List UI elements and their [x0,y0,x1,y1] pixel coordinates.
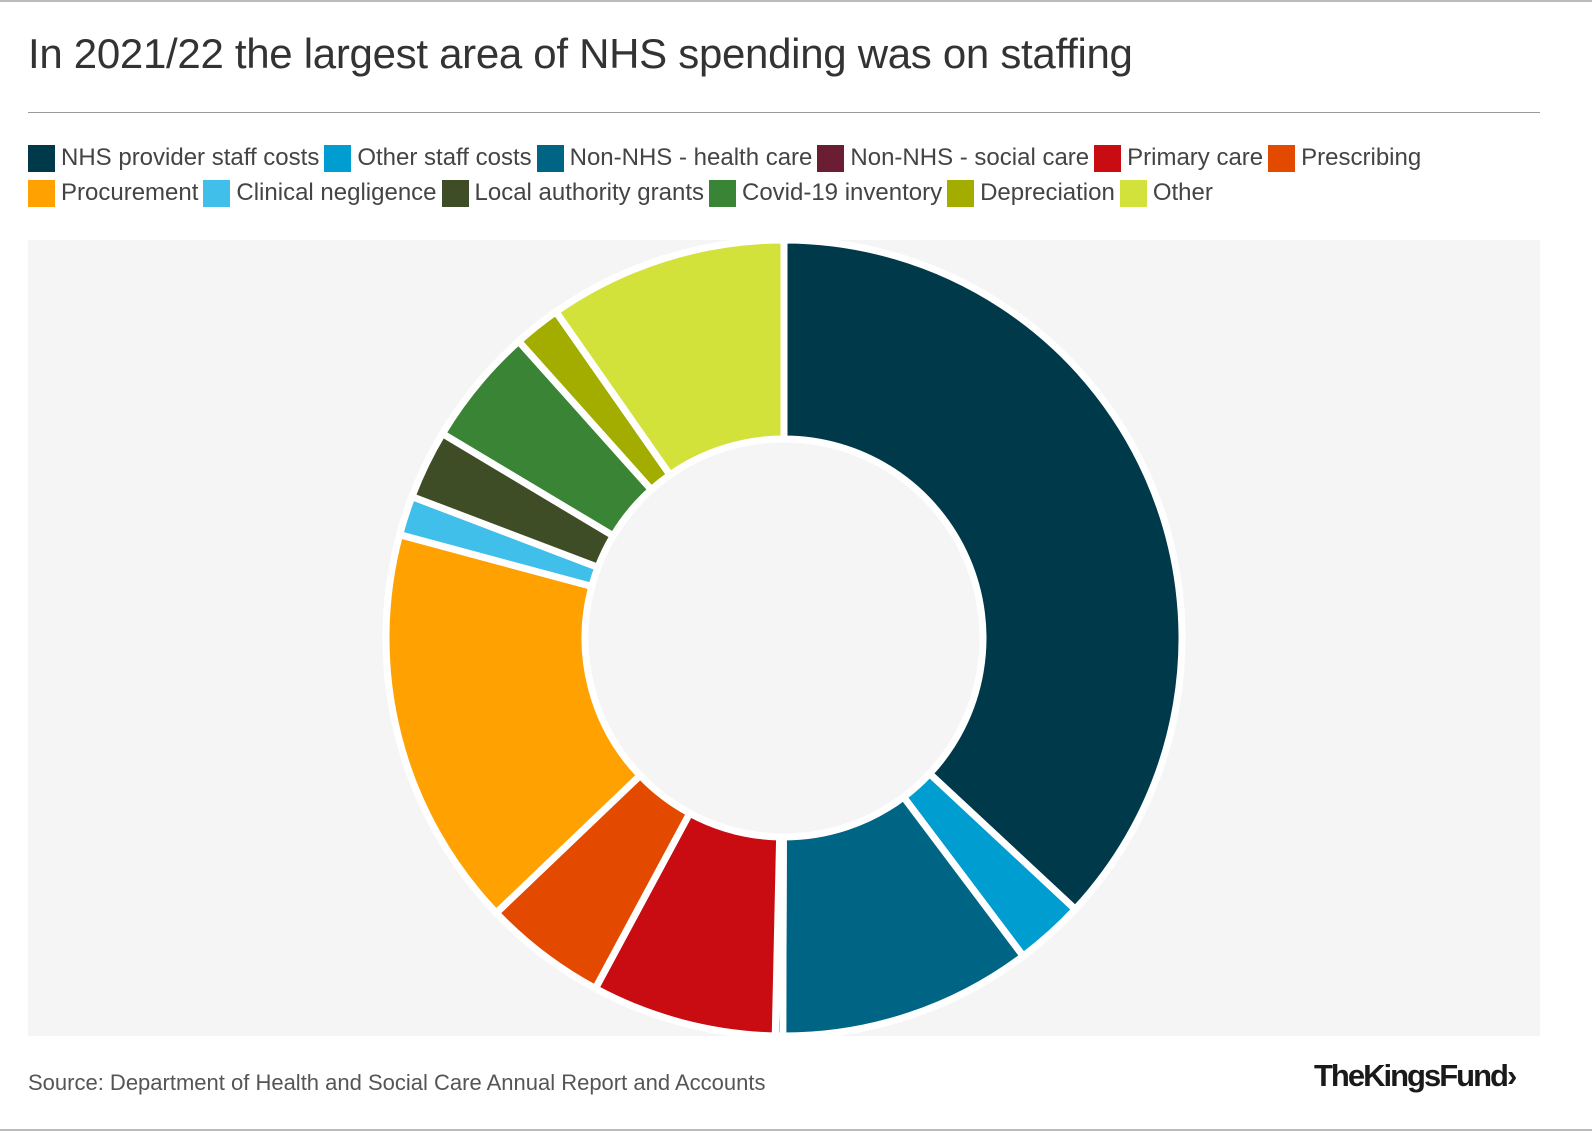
legend-label: Primary care [1127,144,1264,171]
legend-swatch [947,179,975,207]
legend-label: Non-NHS - health care [569,144,813,171]
legend-label: Other [1152,179,1213,206]
legend-swatch [1119,179,1147,207]
legend-item[interactable]: Procurement [28,179,198,207]
legend-item[interactable]: Non-NHS - health care [536,144,813,172]
legend-item[interactable]: Clinical negligence [203,179,437,207]
legend-swatch [708,179,736,207]
legend-swatch [817,144,845,172]
legend-swatch [536,144,564,172]
legend-label: Local authority grants [474,179,704,206]
legend-swatch [28,179,55,207]
slice-nhs-provider-staff-costs[interactable] [780,236,1186,915]
bottom-border [0,1129,1592,1131]
donut-chart [382,236,1186,1040]
slice-procurement[interactable] [382,530,646,918]
legend-swatch [1268,144,1296,172]
legend-swatch [28,144,55,172]
legend-item[interactable]: Depreciation [947,179,1115,207]
legend-label: Non-NHS - social care [850,144,1090,171]
legend: NHS provider staff costs Other staff cost… [28,144,1558,207]
legend-item[interactable]: NHS provider staff costs [28,144,319,172]
kings-fund-logo: TheKingsFund› [1314,1058,1517,1093]
legend-item[interactable]: Local authority grants [441,179,704,207]
legend-swatch [324,144,352,172]
legend-label: Depreciation [980,179,1115,206]
legend-label: Clinical negligence [236,179,437,206]
legend-item[interactable]: Covid-19 inventory [708,179,943,207]
plot-area [28,236,1540,1040]
legend-swatch [441,179,469,207]
legend-item[interactable]: Other [1119,179,1213,207]
legend-label: Procurement [61,179,199,206]
chart-title: In 2021/22 the largest area of NHS spend… [28,30,1133,77]
legend-item[interactable]: Primary care [1094,144,1263,172]
source-note: Source: Department of Health and Social … [28,1070,766,1095]
legend-swatch [203,179,231,207]
title-divider [28,112,1540,113]
legend-item[interactable]: Prescribing [1268,144,1421,172]
legend-label: Other staff costs [357,144,532,171]
top-border [0,0,1592,2]
legend-item[interactable]: Non-NHS - social care [817,144,1089,172]
slice-other[interactable] [551,236,788,480]
slice-non-nhs-health-care[interactable] [779,792,1029,1040]
legend-item[interactable]: Other staff costs [324,144,532,172]
legend-label: Prescribing [1301,144,1422,171]
legend-label: NHS provider staff costs [61,144,320,171]
legend-swatch [1094,144,1122,172]
legend-label: Covid-19 inventory [741,179,943,206]
